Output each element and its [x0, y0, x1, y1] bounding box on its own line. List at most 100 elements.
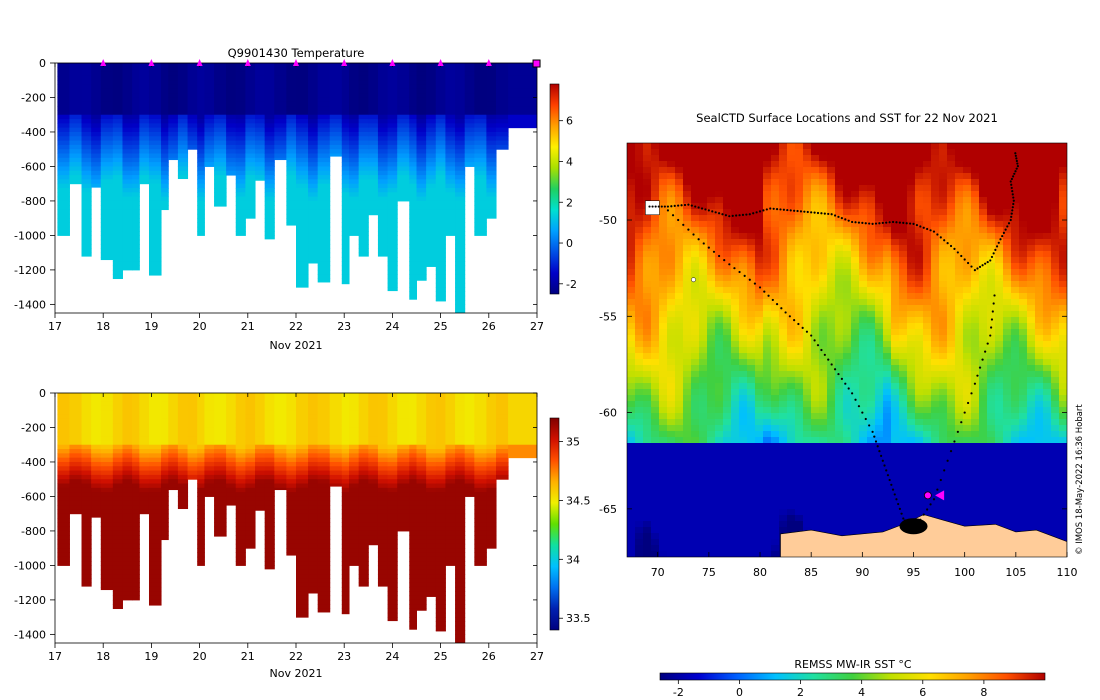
colorbar-tick-label: -2 [566, 278, 577, 291]
section-cell [377, 183, 389, 189]
section-cell [132, 63, 140, 68]
section-cell [358, 188, 369, 193]
sst-cell [931, 245, 940, 252]
sst-cell [763, 275, 772, 282]
section-cell [308, 483, 319, 489]
section-cell [122, 144, 133, 150]
sst-cell [1027, 197, 1036, 204]
sst-cell [715, 197, 724, 204]
section-cell [486, 80, 497, 86]
sst-cell [699, 197, 708, 204]
section-cell [235, 509, 246, 515]
sst-cell [899, 269, 908, 276]
section-cell [486, 449, 497, 454]
section-cell [286, 149, 297, 155]
sst-cell [947, 215, 956, 222]
section-cell [264, 153, 275, 159]
section-cell [286, 93, 297, 98]
section-cell [235, 188, 246, 193]
section-cell [168, 67, 179, 73]
section-cell [455, 397, 466, 403]
section-cell [197, 144, 205, 150]
sst-cell [891, 167, 900, 174]
section-cell [409, 474, 417, 480]
section-cell [409, 183, 417, 189]
section-cell [308, 244, 319, 249]
section-cell [100, 88, 114, 94]
sst-cell [675, 251, 684, 258]
sst-cell [883, 233, 892, 240]
section-cell [377, 213, 389, 219]
sst-cell [643, 281, 652, 288]
section-cell [264, 449, 275, 454]
section-cell [100, 205, 114, 211]
section-cell [387, 513, 398, 519]
section-cell [69, 509, 83, 515]
section-cell [100, 209, 114, 215]
sst-cell [1003, 179, 1012, 186]
section-cell [435, 457, 446, 463]
section-cell [341, 75, 350, 81]
section-cell [486, 123, 497, 129]
section-cell [416, 418, 427, 424]
section-cell [296, 235, 309, 241]
section-cell [264, 166, 275, 172]
section-cell [426, 431, 437, 437]
section-cell [214, 393, 227, 398]
sst-cell [627, 281, 636, 288]
section-cell [445, 444, 456, 450]
sst-cell [883, 239, 892, 246]
section-cell [317, 183, 331, 189]
section-cell [226, 84, 237, 90]
section-cell [426, 261, 437, 267]
section-cell [329, 84, 343, 90]
section-cell [445, 131, 456, 137]
sst-cell [803, 281, 812, 288]
section-cell [358, 466, 369, 472]
section-cell [177, 157, 189, 163]
sst-cell [875, 209, 884, 216]
sst-cell [763, 281, 772, 288]
sst-cell [835, 263, 844, 270]
section-cell [100, 97, 114, 103]
section-cell [455, 440, 466, 446]
section-cell [317, 556, 331, 562]
section-cell [255, 106, 266, 111]
sst-cell [963, 263, 972, 270]
section-cell [204, 123, 215, 129]
sst-cell [795, 179, 804, 186]
section-cell [435, 123, 446, 129]
section-cell [358, 457, 369, 463]
section-cell [426, 565, 437, 571]
section-cell [245, 461, 256, 467]
section-cell [177, 63, 189, 68]
section-cell [132, 231, 140, 236]
section-cell [296, 457, 309, 463]
sst-cell [779, 197, 788, 204]
sst-cell [651, 269, 660, 276]
section-cell [435, 474, 446, 480]
section-cell [81, 93, 92, 98]
sst-cell [939, 245, 948, 252]
section-cell [397, 149, 410, 155]
section-cell [264, 414, 275, 420]
section-cell [161, 513, 169, 519]
section-cell [377, 474, 389, 480]
section-cell [264, 543, 275, 549]
section-cell [161, 483, 169, 489]
section-cell [445, 162, 456, 167]
sst-cell [699, 251, 708, 258]
section-cell [100, 535, 114, 541]
section-cell [57, 453, 70, 459]
section-cell [445, 213, 456, 219]
section-cell [286, 209, 297, 215]
section-cell [496, 431, 509, 437]
section-cell [474, 162, 487, 167]
sst-cell [851, 215, 860, 222]
section-cell [317, 175, 331, 180]
sst-cell [763, 257, 772, 264]
section-cell [100, 67, 114, 73]
section-cell [57, 140, 70, 146]
section-cell [168, 449, 179, 454]
sst-cell [731, 263, 740, 270]
